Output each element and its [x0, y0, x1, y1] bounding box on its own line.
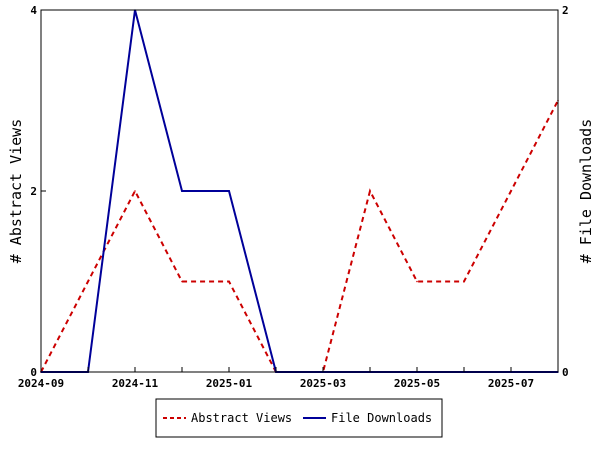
data-point-abstract-views: [134, 190, 136, 192]
legend-label-file-downloads: File Downloads: [331, 411, 432, 425]
y-left-tick-label: 4: [30, 4, 37, 17]
data-point-abstract-views: [369, 190, 371, 192]
x-tick-label: 2025-07: [488, 377, 534, 390]
data-point-abstract-views: [416, 280, 418, 283]
legend-box: [155, 398, 443, 438]
y-axis-right-label: # File Downloads: [577, 119, 595, 264]
data-point-abstract-views: [228, 280, 230, 283]
x-tick-label: 2025-03: [300, 377, 346, 390]
data-point-abstract-views: [181, 280, 183, 283]
data-point-file-downloads: [228, 190, 230, 192]
y-left-tick-label: 0: [30, 366, 37, 379]
data-point-abstract-views: [87, 280, 89, 283]
x-tick-label: 2025-05: [394, 377, 440, 390]
x-tick-label: 2024-11: [112, 377, 159, 390]
legend-label-abstract-views: Abstract Views: [191, 411, 292, 425]
x-tick-label: 2024-09: [18, 377, 64, 390]
data-point-file-downloads: [181, 190, 183, 192]
y-right-tick-label: 2: [562, 4, 569, 17]
series-line-file-downloads: [41, 9, 558, 373]
data-point-abstract-views: [463, 280, 465, 283]
y-right-tick-label: 0: [562, 366, 569, 379]
axes: 2024-09 2024-11 2025-01 2025-03 2025-05 2025-…: [18, 4, 569, 390]
legend: Abstract Views File Downloads: [155, 398, 443, 438]
x-tick-label: 2025-01: [206, 377, 253, 390]
y-axis-left-label: # Abstract Views: [7, 119, 25, 264]
plot-area: [40, 9, 559, 373]
data-point-abstract-views: [510, 190, 512, 192]
y-left-tick-label: 2: [30, 185, 37, 198]
plot-frame: [40, 9, 559, 373]
